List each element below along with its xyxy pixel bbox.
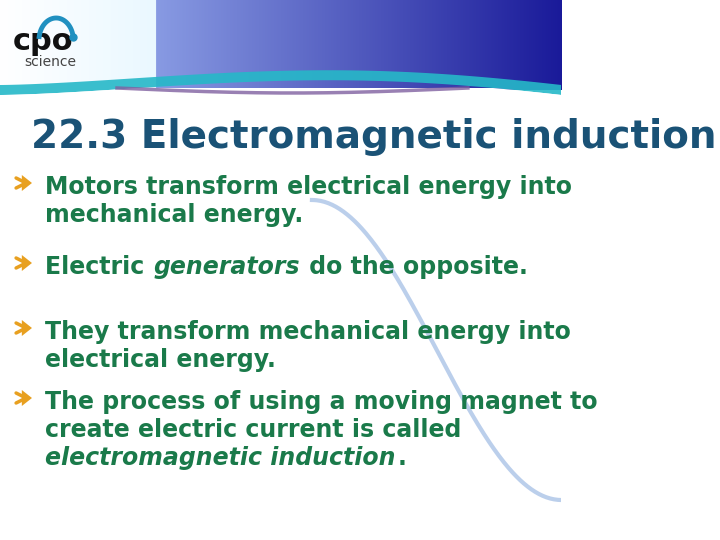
- Polygon shape: [22, 320, 32, 336]
- Polygon shape: [22, 255, 32, 271]
- FancyBboxPatch shape: [0, 0, 562, 90]
- Text: They transform mechanical energy into: They transform mechanical energy into: [45, 320, 571, 344]
- Text: generators: generators: [153, 255, 300, 279]
- Text: Motors transform electrical energy into: Motors transform electrical energy into: [45, 175, 572, 199]
- Text: create electric current is called: create electric current is called: [45, 418, 462, 442]
- Text: mechanical energy.: mechanical energy.: [45, 203, 304, 227]
- Text: Electric: Electric: [45, 255, 153, 279]
- Polygon shape: [22, 390, 32, 406]
- Text: science: science: [24, 55, 77, 69]
- Text: 22.3 Electromagnetic induction: 22.3 Electromagnetic induction: [31, 118, 716, 156]
- Polygon shape: [0, 70, 562, 95]
- Polygon shape: [22, 175, 32, 191]
- Text: electromagnetic induction: electromagnetic induction: [45, 446, 396, 470]
- Text: The process of using a moving magnet to: The process of using a moving magnet to: [45, 390, 598, 414]
- Text: cpo: cpo: [12, 28, 73, 57]
- Text: do the opposite.: do the opposite.: [301, 255, 528, 279]
- Text: electrical energy.: electrical energy.: [45, 348, 276, 372]
- Polygon shape: [0, 88, 562, 540]
- Text: .: .: [398, 446, 407, 470]
